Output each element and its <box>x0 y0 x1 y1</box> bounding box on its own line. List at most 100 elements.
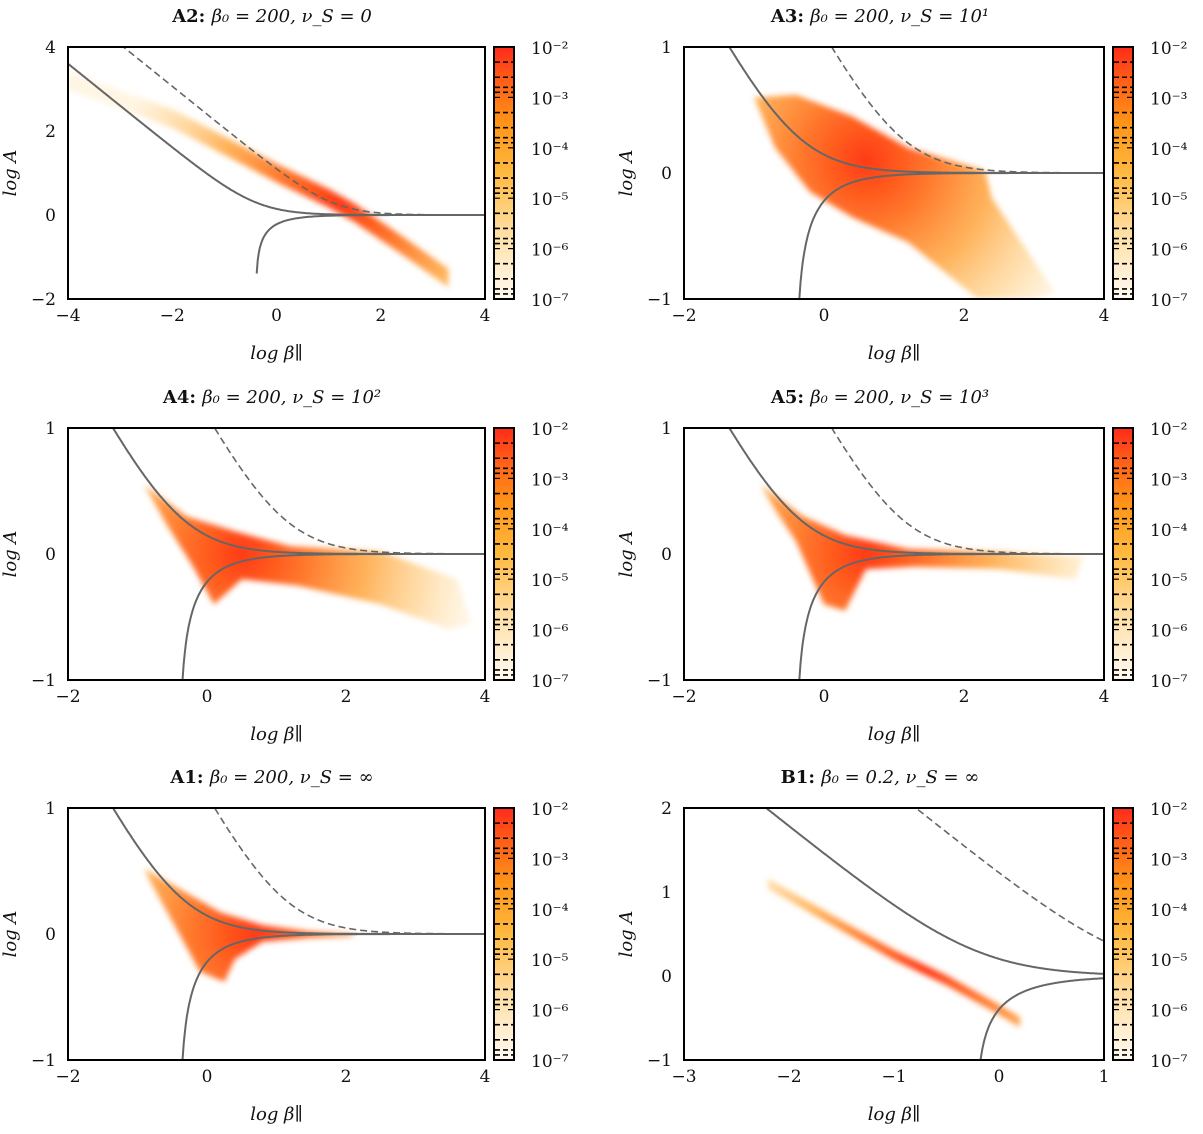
y-tick-label: 2 <box>45 122 56 142</box>
y-tick-label: 1 <box>661 883 672 903</box>
colorbar-tick-label: 10⁻⁴ <box>1150 901 1188 921</box>
plot-area <box>764 808 1104 1060</box>
x-tick-label: 0 <box>202 1067 213 1087</box>
colorbar-tick-label: 10⁻⁵ <box>531 571 569 591</box>
colorbar-gradient <box>494 808 514 1060</box>
x-tick-label: 0 <box>202 687 213 707</box>
colorbar-tick-label: 10⁻⁶ <box>531 622 569 642</box>
mirror-threshold-line <box>181 933 485 1060</box>
y-tick-label: −1 <box>647 1051 672 1071</box>
colorbar-tick-label: 10⁻⁵ <box>531 190 569 210</box>
x-tick-label: 4 <box>480 1067 491 1087</box>
colorbar-tick-label: 10⁻⁶ <box>1150 241 1188 261</box>
colorbar-frame <box>1112 46 1134 300</box>
density-region <box>68 71 449 288</box>
colorbar-tick-label: 10⁻⁵ <box>1150 190 1188 210</box>
dashed-threshold-line <box>213 808 485 935</box>
colorbar-gradient <box>494 428 514 680</box>
colorbar-gradient <box>494 47 514 299</box>
panel-title-id: A4: <box>162 387 202 408</box>
y-tick-label: 1 <box>661 38 672 58</box>
mirror-threshold-line <box>798 172 1104 299</box>
y-axis-label: log A <box>616 531 637 578</box>
colorbar: 10⁻² 10⁻³ 10⁻⁴ 10⁻⁵ 10⁻⁶ 10⁻⁷ <box>1112 39 1188 311</box>
colorbar-tick-label: 10⁻⁷ <box>531 291 569 311</box>
colorbar-tick-label: 10⁻² <box>1150 39 1187 59</box>
panel-title-params: β₀ = 200, ν_S = ∞ <box>209 767 374 788</box>
colorbar-tick-label: 10⁻⁶ <box>1150 622 1188 642</box>
panel-title-params: β₀ = 200, ν_S = 10¹ <box>809 6 989 27</box>
colorbar-tick-label: 10⁻³ <box>531 850 568 870</box>
y-tick-label: −2 <box>31 290 56 310</box>
y-tick-label: 1 <box>661 419 672 439</box>
x-tick-label: 2 <box>341 687 352 707</box>
y-tick-label: 4 <box>45 38 56 58</box>
dashed-threshold-line <box>122 47 485 216</box>
y-axis-label: log A <box>0 531 21 578</box>
firehose-threshold-line <box>111 808 485 935</box>
y-tick-label: −1 <box>647 671 672 691</box>
colorbar-tick-label: 10⁻² <box>531 420 568 440</box>
x-tick-label: 4 <box>1099 306 1110 326</box>
mirror-threshold-line <box>798 553 1104 680</box>
colorbar: 10⁻² 10⁻³ 10⁻⁴ 10⁻⁵ 10⁻⁶ 10⁻⁷ <box>1112 800 1188 1072</box>
x-tick-label: −2 <box>55 687 80 707</box>
panel-title-id: A1: <box>169 767 209 788</box>
colorbar-gradient <box>1113 428 1133 680</box>
firehose-threshold-line <box>728 428 1104 555</box>
x-tick-label: 0 <box>819 306 830 326</box>
colorbar-tick-label: 10⁻⁷ <box>1150 672 1188 692</box>
x-tick-label: −3 <box>671 1067 696 1087</box>
panel-title-id: A5: <box>770 387 810 408</box>
colorbar-tick-label: 10⁻⁵ <box>531 951 569 971</box>
colorbar-tick-label: 10⁻² <box>1150 420 1187 440</box>
colorbar-frame <box>1112 807 1134 1061</box>
colorbar-tick-label: 10⁻⁴ <box>1150 140 1188 160</box>
panel-title: B1: β₀ = 0.2, ν_S = ∞ <box>781 767 980 788</box>
x-tick-label: 0 <box>819 687 830 707</box>
colorbar-tick-label: 10⁻² <box>531 39 568 59</box>
plot-frame <box>683 427 1105 681</box>
plot-frame <box>67 427 486 681</box>
colorbar-tick-label: 10⁻⁴ <box>531 901 569 921</box>
x-tick-label: −2 <box>671 306 696 326</box>
panel-title-params: β₀ = 0.2, ν_S = ∞ <box>820 767 979 788</box>
x-tick-label: −2 <box>776 1067 801 1087</box>
colorbar-tick-label: 10⁻³ <box>1150 470 1187 490</box>
panel-a1: −2 0 2 4 −1 0 1 log β∥ log A A1: β₀ = 200, ν_S = … <box>0 767 569 1125</box>
x-tick-label: 4 <box>1099 687 1110 707</box>
x-tick-label: 0 <box>271 306 282 326</box>
y-tick-label: 0 <box>45 206 56 226</box>
colorbar-tick-label: 10⁻³ <box>531 470 568 490</box>
panel-title-params: β₀ = 200, ν_S = 10² <box>201 387 381 408</box>
colorbar-tick-label: 10⁻² <box>1150 800 1187 820</box>
colorbar-tick-label: 10⁻³ <box>531 89 568 109</box>
y-tick-label: −1 <box>647 290 672 310</box>
firehose-threshold-line <box>68 62 485 216</box>
colorbar-tick-label: 10⁻² <box>531 800 568 820</box>
colorbar: 10⁻² 10⁻³ 10⁻⁴ 10⁻⁵ 10⁻⁶ 10⁻⁷ <box>493 39 569 311</box>
colorbar-frame <box>1112 427 1134 681</box>
plot-area <box>728 47 1104 299</box>
plot-area <box>68 47 485 288</box>
plot-area <box>111 428 485 680</box>
y-axis-label: log A <box>0 911 21 958</box>
colorbar-tick-label: 10⁻⁷ <box>531 672 569 692</box>
y-axis-label: log A <box>616 911 637 958</box>
x-axis-label: log β∥ <box>868 343 921 364</box>
panel-title: A1: β₀ = 200, ν_S = ∞ <box>169 767 373 788</box>
x-tick-label: −2 <box>160 306 185 326</box>
colorbar-gradient <box>1113 47 1133 299</box>
plot-frame <box>67 807 486 1061</box>
y-tick-label: 0 <box>45 545 56 565</box>
colorbar-frame <box>493 427 515 681</box>
panel-a4: −2 0 2 4 −1 0 1 log β∥ log A A4: β₀ = 200, ν_S = … <box>0 387 569 745</box>
colorbar-tick-label: 10⁻³ <box>1150 850 1187 870</box>
density-region <box>754 94 1055 299</box>
density-region <box>144 484 472 630</box>
plot-frame <box>683 807 1105 1061</box>
y-tick-label: −1 <box>31 1051 56 1071</box>
panel-b1: −3 −2 −1 0 1 −1 0 1 2 log β∥ log A B1: β₀ = 0.2, ν_… <box>616 767 1188 1125</box>
